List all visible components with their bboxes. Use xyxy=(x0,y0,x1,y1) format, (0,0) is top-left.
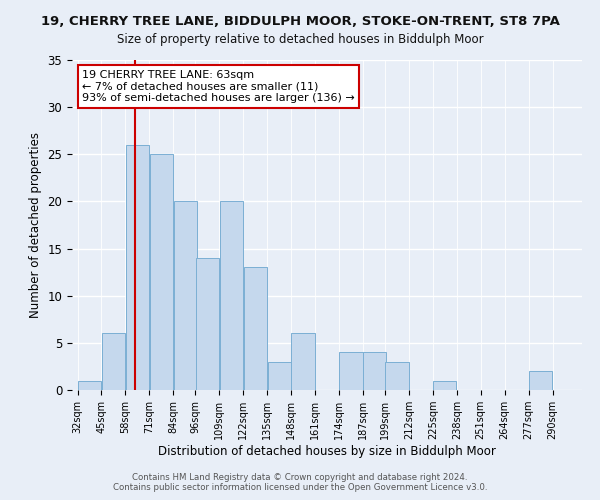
Bar xyxy=(363,352,386,390)
Bar xyxy=(78,380,101,390)
Text: Size of property relative to detached houses in Biddulph Moor: Size of property relative to detached ho… xyxy=(116,32,484,46)
Text: Contains HM Land Registry data © Crown copyright and database right 2024.
Contai: Contains HM Land Registry data © Crown c… xyxy=(113,473,487,492)
Bar xyxy=(340,352,362,390)
Bar xyxy=(149,154,173,390)
X-axis label: Distribution of detached houses by size in Biddulph Moor: Distribution of detached houses by size … xyxy=(158,445,496,458)
Bar xyxy=(102,334,125,390)
Y-axis label: Number of detached properties: Number of detached properties xyxy=(29,132,42,318)
Bar xyxy=(220,202,243,390)
Bar xyxy=(385,362,409,390)
Bar xyxy=(292,334,314,390)
Bar xyxy=(196,258,219,390)
Bar xyxy=(529,371,552,390)
Bar xyxy=(433,380,457,390)
Bar xyxy=(244,268,267,390)
Text: 19 CHERRY TREE LANE: 63sqm
← 7% of detached houses are smaller (11)
93% of semi-: 19 CHERRY TREE LANE: 63sqm ← 7% of detac… xyxy=(82,70,355,103)
Text: 19, CHERRY TREE LANE, BIDDULPH MOOR, STOKE-ON-TRENT, ST8 7PA: 19, CHERRY TREE LANE, BIDDULPH MOOR, STO… xyxy=(41,15,559,28)
Bar xyxy=(173,202,197,390)
Bar xyxy=(268,362,291,390)
Bar xyxy=(126,145,149,390)
